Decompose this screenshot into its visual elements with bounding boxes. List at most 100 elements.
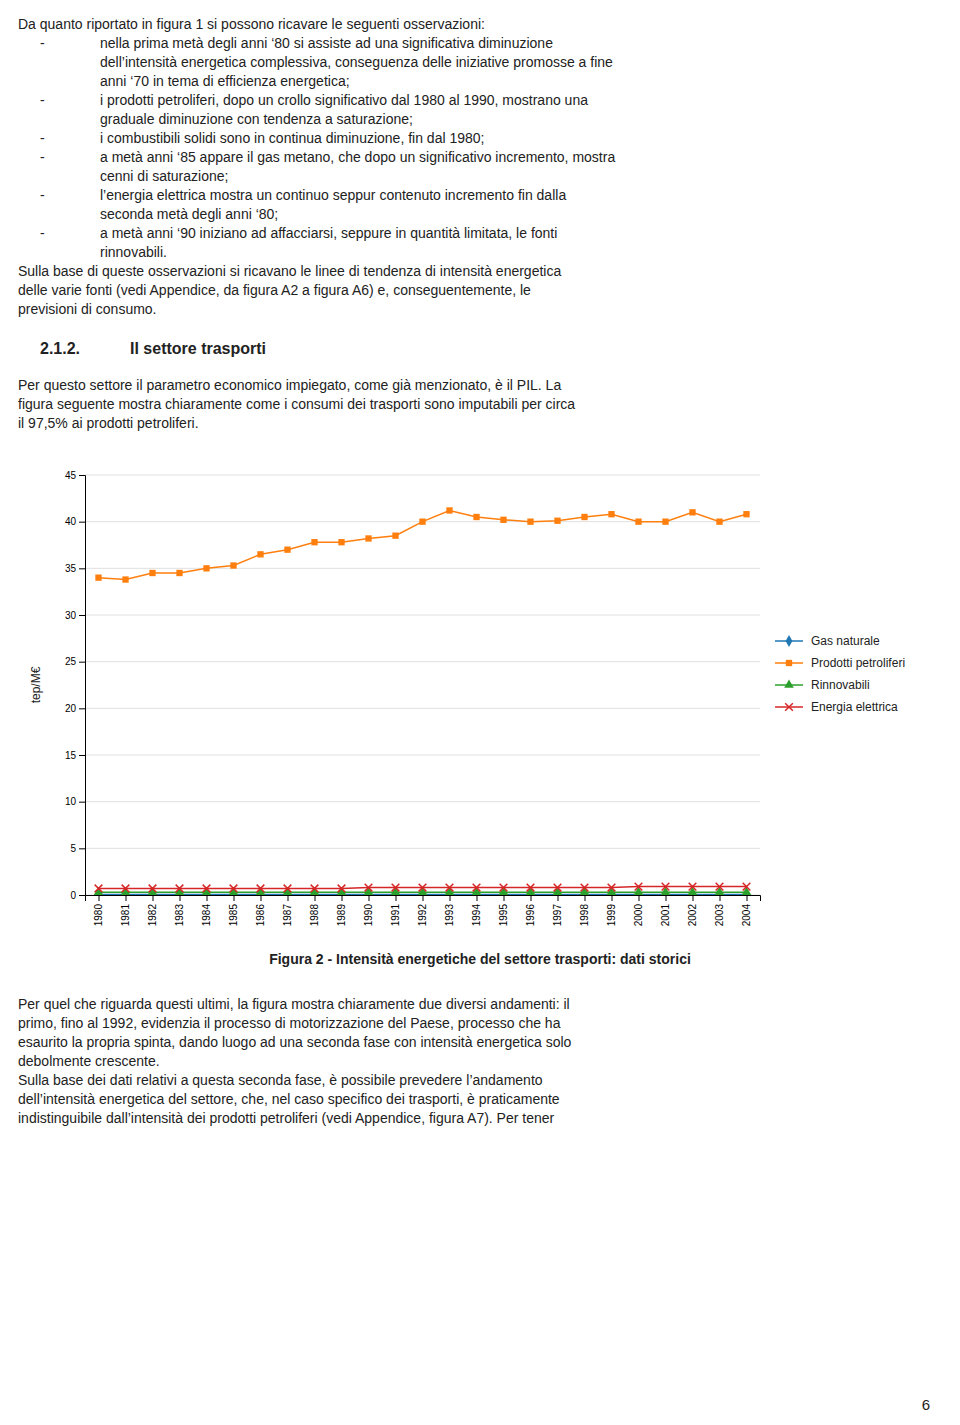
series-marker	[473, 884, 481, 892]
grid-line	[85, 848, 760, 849]
x-tick-label: 2004	[741, 904, 752, 927]
x-tick-label: 1989	[336, 904, 347, 927]
x-tick-label: 1992	[417, 904, 428, 927]
x-tick-mark	[153, 895, 154, 901]
x-tick-label: 1993	[444, 904, 455, 927]
x-tick-mark	[558, 895, 559, 901]
x-tick-label: 1999	[606, 904, 617, 927]
x-tick: 1984	[201, 895, 212, 926]
series-marker	[95, 575, 101, 581]
x-tick: 2004	[741, 895, 752, 926]
y-tick-label: 15	[65, 750, 77, 761]
series-marker	[122, 885, 130, 893]
series-marker	[581, 514, 587, 520]
x-tick-mark	[99, 895, 100, 901]
y-axis-title: tep/M€	[29, 666, 43, 703]
x-tick: 1983	[174, 895, 185, 926]
y-tick-label: 25	[65, 656, 77, 667]
x-tick: 2001	[660, 895, 671, 926]
y-tick-mark	[79, 615, 85, 616]
x-tick: 1981	[120, 895, 131, 926]
series-marker	[689, 509, 695, 515]
x-tick-mark	[585, 895, 586, 901]
series-marker	[176, 570, 182, 576]
series-marker	[581, 884, 589, 892]
grid-line	[85, 708, 760, 709]
series-marker	[419, 884, 427, 892]
series-marker	[635, 519, 641, 525]
legend-item: Gas naturale	[775, 634, 880, 648]
series-marker	[608, 511, 614, 517]
y-tick-label: 20	[65, 703, 77, 714]
x-tick-mark	[234, 895, 235, 901]
y-tick: 10	[65, 796, 85, 807]
series-marker	[446, 507, 452, 513]
x-tick-label: 1987	[282, 904, 293, 927]
paragraph-line: indistinguibile dall’intensità dei prodo…	[18, 1110, 555, 1126]
series-marker	[176, 885, 184, 893]
y-tick-label: 5	[70, 843, 76, 854]
series-marker	[257, 885, 265, 893]
bullet-line: anni ‘70 in tema di efficienza energetic…	[100, 73, 350, 89]
x-tick-label: 2001	[660, 904, 671, 927]
legend-label: Rinnovabili	[811, 678, 870, 692]
x-tick: 1994	[471, 895, 482, 926]
y-tick-label: 0	[70, 890, 76, 901]
series-marker	[311, 539, 317, 545]
y-tick: 20	[65, 703, 85, 714]
x-tick-mark	[288, 895, 289, 901]
x-tick: 2002	[687, 895, 698, 926]
series-marker	[338, 539, 344, 545]
bullet-line: i prodotti petroliferi, dopo un crollo s…	[100, 92, 588, 108]
series-marker	[500, 517, 506, 523]
series-marker	[311, 885, 319, 893]
x-tick-mark	[477, 895, 478, 901]
series-marker	[716, 883, 724, 891]
legend: Gas naturale Prodotti petroliferi Rinnovab…	[775, 634, 905, 714]
series-marker	[122, 576, 128, 582]
grid-line	[85, 568, 760, 569]
x-tick: 1996	[525, 895, 536, 926]
x-tick: 1999	[606, 895, 617, 926]
legend-item: Prodotti petroliferi	[775, 656, 905, 670]
grid-line	[85, 755, 760, 756]
series-marker	[95, 885, 103, 893]
bullet-mark: -	[40, 130, 45, 146]
legend-label: Energia elettrica	[811, 700, 898, 714]
bullet-line: graduale diminuzione con tendenza a satu…	[100, 111, 413, 127]
y-tick-label: 40	[65, 516, 77, 527]
y-tick: 30	[65, 610, 85, 621]
y-tick: 15	[65, 750, 85, 761]
legend-label: Gas naturale	[811, 634, 880, 648]
paragraph-line: delle varie fonti (vedi Appendice, da fi…	[18, 282, 531, 298]
y-tick: 35	[65, 563, 85, 574]
bullet-line: a metà anni ‘85 appare il gas metano, ch…	[100, 149, 615, 165]
series-marker	[338, 885, 346, 893]
x-tick-mark	[180, 895, 181, 901]
series-marker	[419, 519, 425, 525]
x-tick-label: 1998	[579, 904, 590, 927]
x-tick-label: 1995	[498, 904, 509, 927]
y-tick-mark	[79, 522, 85, 523]
paragraph-line: il 97,5% ai prodotti petroliferi.	[18, 415, 199, 431]
chart-title: Figura 2 - Intensità energetiche del set…	[269, 951, 691, 967]
x-tick-mark	[315, 895, 316, 901]
y-tick-mark	[79, 848, 85, 849]
y-tick-mark	[79, 755, 85, 756]
x-tick-mark	[531, 895, 532, 901]
series-marker	[392, 884, 400, 892]
x-tick-mark	[450, 895, 451, 901]
series-marker	[446, 884, 454, 892]
x-tick: 1980	[93, 895, 104, 926]
series-marker	[284, 547, 290, 553]
y-tick-label: 30	[65, 610, 77, 621]
x-tick-mark	[720, 895, 721, 901]
y-tick: 45	[65, 470, 85, 481]
x-tick-mark	[693, 895, 694, 901]
series-marker	[203, 885, 211, 893]
y-tick-mark	[79, 708, 85, 709]
paragraph-line: Sulla base di queste osservazioni si ric…	[18, 263, 561, 279]
x-tick: 1991	[390, 895, 401, 926]
y-axis: 0 5 10 15 20 25 30 35 40 45	[65, 470, 86, 901]
bullet-mark: -	[40, 35, 45, 51]
